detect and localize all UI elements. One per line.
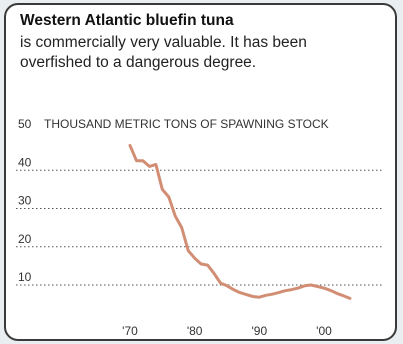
y-tick-label-40: 40	[18, 155, 32, 169]
y-tick-labels: 10 20 30 40 50	[18, 117, 32, 284]
y-tick-label-50: 50	[18, 117, 32, 131]
y-tick-label-20: 20	[18, 232, 32, 246]
x-tick-labels: '70 '80 '90 '00	[122, 324, 332, 338]
x-tick-label-1990: '90	[252, 324, 268, 338]
x-tick-label-2000: '00	[316, 324, 332, 338]
x-tick-label-1970: '70	[122, 324, 138, 338]
y-tick-label-30: 30	[18, 194, 32, 208]
y-axis-label: THOUSAND METRIC TONS OF SPAWNING STOCK	[44, 117, 329, 131]
chart-card: Western Atlantic bluefin tuna is commerc…	[4, 3, 397, 341]
series-line	[128, 143, 352, 300]
gridlines	[16, 169, 382, 286]
line-chart: 10 20 30 40 50 THOUSAND METRIC TONS OF SPAWN…	[16, 117, 382, 338]
chart-title: Western Atlantic bluefin tuna	[20, 12, 234, 29]
x-tick-label-1980: '80	[187, 324, 203, 338]
chart-subtitle: is commercially very valuable. It has be…	[20, 34, 307, 71]
y-tick-label-10: 10	[18, 270, 32, 284]
